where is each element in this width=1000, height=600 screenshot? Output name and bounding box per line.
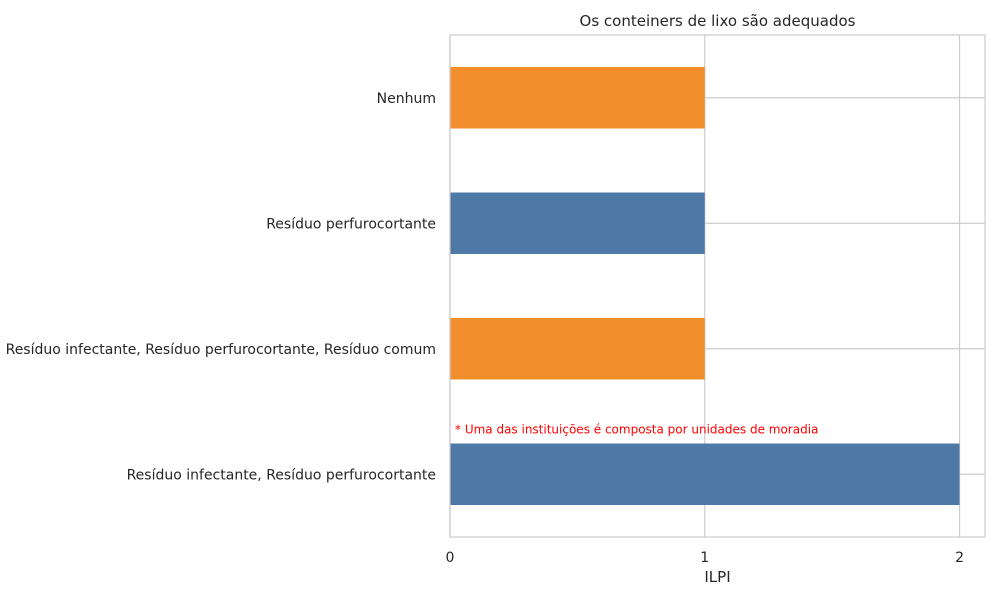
- chart-title: Os conteiners de lixo são adequados: [580, 12, 856, 30]
- category-labels: Nenhum Resíduo perfurocortante Resíduo inf…: [6, 91, 436, 484]
- category-label: Nenhum: [377, 91, 436, 107]
- bars: [450, 67, 960, 505]
- x-axis-label: ILPI: [704, 568, 730, 586]
- bar: [450, 67, 705, 129]
- bar: [450, 192, 705, 254]
- x-tick-labels: 0 1 2: [446, 550, 964, 566]
- bar: [450, 318, 705, 380]
- footnote-annotation: * Uma das instituições é composta por un…: [455, 423, 818, 437]
- x-tick-label: 1: [700, 550, 709, 566]
- x-tick-label: 2: [955, 550, 964, 566]
- x-tick-label: 0: [446, 550, 455, 566]
- category-label: Resíduo infectante, Resíduo perfurocorta…: [6, 342, 436, 358]
- category-label: Resíduo infectante, Resíduo perfurocorta…: [127, 467, 436, 483]
- bar: [450, 443, 960, 505]
- category-label: Resíduo perfurocortante: [266, 216, 436, 232]
- plot-frame: [449, 34, 986, 538]
